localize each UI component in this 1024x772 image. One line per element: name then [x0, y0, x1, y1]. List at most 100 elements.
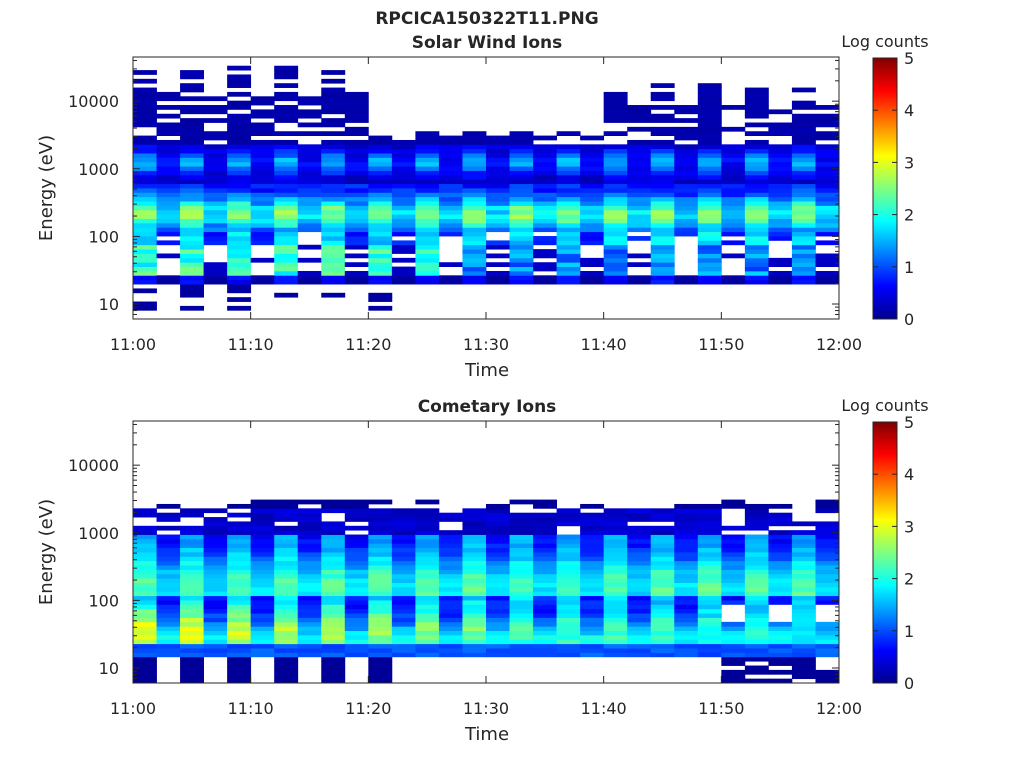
heatmap-cell [133, 547, 157, 553]
heatmap-cell [627, 634, 652, 640]
heatmap-cell [227, 100, 252, 106]
heatmap-cell [227, 113, 252, 119]
heatmap-cell [391, 521, 416, 527]
heatmap-cell [227, 538, 252, 544]
heatmap-cell [156, 192, 181, 198]
heatmap-cell [297, 96, 322, 102]
heatmap-cell [556, 595, 581, 601]
heatmap-cell [815, 652, 840, 658]
heatmap-cell [815, 262, 840, 267]
heatmap-cell [580, 639, 605, 645]
heatmap-cell [768, 586, 793, 592]
heatmap-cell [815, 209, 840, 215]
heatmap-cell [815, 161, 840, 167]
heatmap-cell [227, 626, 252, 631]
heatmap-cell [438, 148, 463, 154]
heatmap-cell [744, 678, 769, 684]
heatmap-cell [438, 153, 463, 158]
heatmap-cell [274, 70, 299, 75]
heatmap-cell [227, 556, 252, 562]
heatmap-cell [580, 648, 605, 653]
heatmap-cell [697, 595, 722, 601]
y-tick-label: 100 [88, 227, 119, 246]
heatmap-cell [627, 591, 652, 597]
heatmap-cell [650, 91, 675, 97]
heatmap-cell [203, 201, 228, 206]
heatmap-cell [156, 582, 181, 588]
heatmap-cell [203, 218, 228, 224]
heatmap-cell [344, 118, 369, 123]
heatmap-cell [250, 499, 275, 505]
heatmap-cell [744, 517, 769, 522]
heatmap-cell [344, 214, 369, 219]
heatmap-cell [815, 275, 840, 281]
heatmap-cell [250, 196, 275, 202]
heatmap-cell [438, 630, 463, 636]
heatmap-cell [368, 586, 393, 592]
heatmap-cell [744, 626, 769, 631]
heatmap-cell [744, 534, 769, 540]
heatmap-cell [203, 266, 228, 272]
heatmap-cell [721, 669, 746, 675]
heatmap-cell [203, 530, 228, 535]
heatmap-cell [297, 183, 322, 189]
heatmap-cell [674, 608, 699, 614]
heatmap-cell [321, 188, 346, 193]
heatmap-cell [556, 262, 581, 267]
heatmap-cell [674, 582, 699, 588]
heatmap-cell [650, 257, 675, 263]
heatmap-cell [768, 109, 793, 115]
heatmap-cell [650, 517, 675, 522]
heatmap-cell [556, 600, 581, 605]
heatmap-cell [744, 538, 769, 544]
heatmap-cell [180, 279, 204, 285]
heatmap-cell [297, 205, 322, 211]
heatmap-cell [133, 144, 157, 150]
heatmap-cell [180, 534, 204, 540]
heatmap-cell [509, 586, 534, 592]
heatmap-cell [203, 222, 228, 228]
heatmap-cell [250, 179, 275, 185]
x-axis-label: Time [464, 360, 509, 381]
heatmap-cell [321, 236, 346, 241]
heatmap-cell [603, 218, 628, 224]
heatmap-cell [462, 279, 487, 285]
heatmap-cell [438, 135, 463, 141]
heatmap-cell [250, 139, 275, 145]
heatmap-cell [509, 626, 534, 631]
heatmap-cell [391, 196, 416, 202]
heatmap-cell [203, 652, 228, 658]
heatmap-cell [250, 275, 275, 281]
heatmap-cell [768, 639, 793, 645]
y-axis-label: Energy (eV) [36, 135, 57, 241]
heatmap-cell [768, 275, 793, 281]
heatmap-cell [391, 188, 416, 193]
heatmap-cell [627, 608, 652, 614]
heatmap-cell [486, 192, 510, 198]
heatmap-cell [438, 188, 463, 193]
heatmap-cell [368, 556, 393, 562]
heatmap-cell [415, 161, 440, 167]
heatmap-cell [156, 617, 181, 623]
heatmap-cell [391, 279, 416, 285]
heatmap-cell [697, 209, 722, 215]
heatmap-cell [768, 534, 793, 540]
heatmap-cell [203, 236, 228, 241]
heatmap-cell [203, 525, 228, 531]
heatmap-cell [415, 608, 440, 614]
heatmap-cell [133, 188, 157, 193]
heatmap-cell [133, 153, 157, 158]
heatmap-cell [227, 214, 252, 219]
heatmap-cell [297, 214, 322, 219]
heatmap-cell [533, 153, 557, 158]
heatmap-cell [274, 630, 299, 636]
heatmap-cell [180, 148, 204, 154]
colorbar-gradient [872, 421, 898, 684]
heatmap-cell [744, 613, 769, 618]
heatmap-cell [227, 139, 252, 145]
heatmap-cell [627, 139, 652, 145]
heatmap-cell [509, 621, 534, 627]
heatmap-cell [344, 569, 369, 575]
heatmap-cell [438, 179, 463, 185]
